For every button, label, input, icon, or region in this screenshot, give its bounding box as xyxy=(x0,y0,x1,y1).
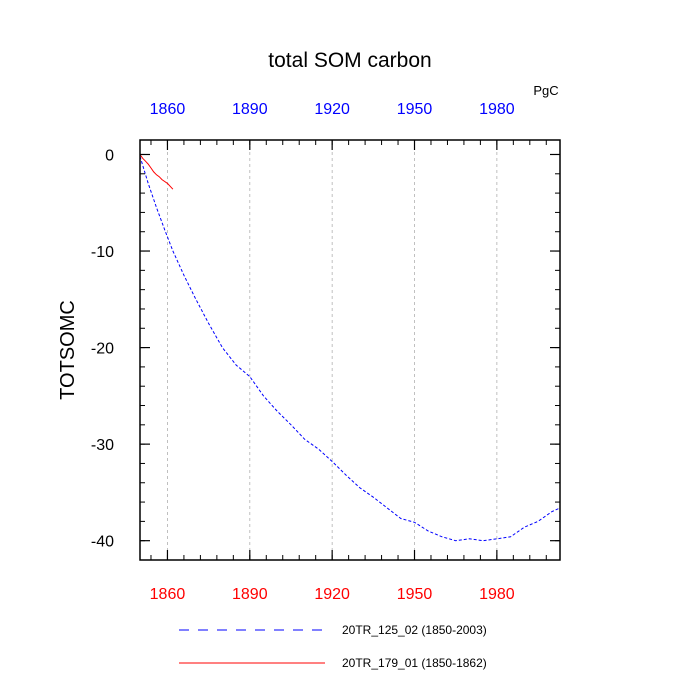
x-tick-label-top-1860: 1860 xyxy=(150,101,186,118)
y-tick-label-1: -10 xyxy=(91,244,114,261)
plot-frame xyxy=(139,139,561,561)
grid-lines xyxy=(167,140,498,560)
chart-title: total SOM carbon xyxy=(268,49,431,72)
legend-label-0: 20TR_125_02 (1850-2003) xyxy=(342,623,487,637)
x-tick-label-bottom-1980: 1980 xyxy=(479,586,515,603)
y-tick-label-4: -40 xyxy=(91,534,114,551)
axis-tick-labels: 1860 1860 1890 1890 1920 1920 1950 1950 1980 1980… xyxy=(91,101,515,603)
x-tick-label-bottom-1950: 1950 xyxy=(397,586,433,603)
series-layer xyxy=(139,154,561,542)
y-tick-label-2: -20 xyxy=(91,341,114,358)
legend-label-1: 20TR_179_01 (1850-1862) xyxy=(342,656,487,670)
y-tick-label-0: 0 xyxy=(105,147,114,164)
x-tick-label-bottom-1920: 1920 xyxy=(314,586,350,603)
series-line-0 xyxy=(139,156,561,542)
x-tick-label-bottom-1890: 1890 xyxy=(232,586,268,603)
x-tick-label-top-1980: 1980 xyxy=(479,101,515,118)
axis-ticks xyxy=(140,140,560,561)
legend: 20TR_125_02 (1850-2003) 20TR_179_01 (1850… xyxy=(179,623,487,670)
units-label: PgC xyxy=(533,83,558,98)
series-line-1 xyxy=(139,154,174,190)
y-axis-label: TOTSOMC xyxy=(57,300,79,400)
x-tick-label-top-1950: 1950 xyxy=(397,101,433,118)
x-tick-label-top-1890: 1890 xyxy=(232,101,268,118)
x-tick-label-bottom-1860: 1860 xyxy=(150,586,186,603)
x-tick-label-top-1920: 1920 xyxy=(314,101,350,118)
y-tick-label-3: -30 xyxy=(91,437,114,454)
